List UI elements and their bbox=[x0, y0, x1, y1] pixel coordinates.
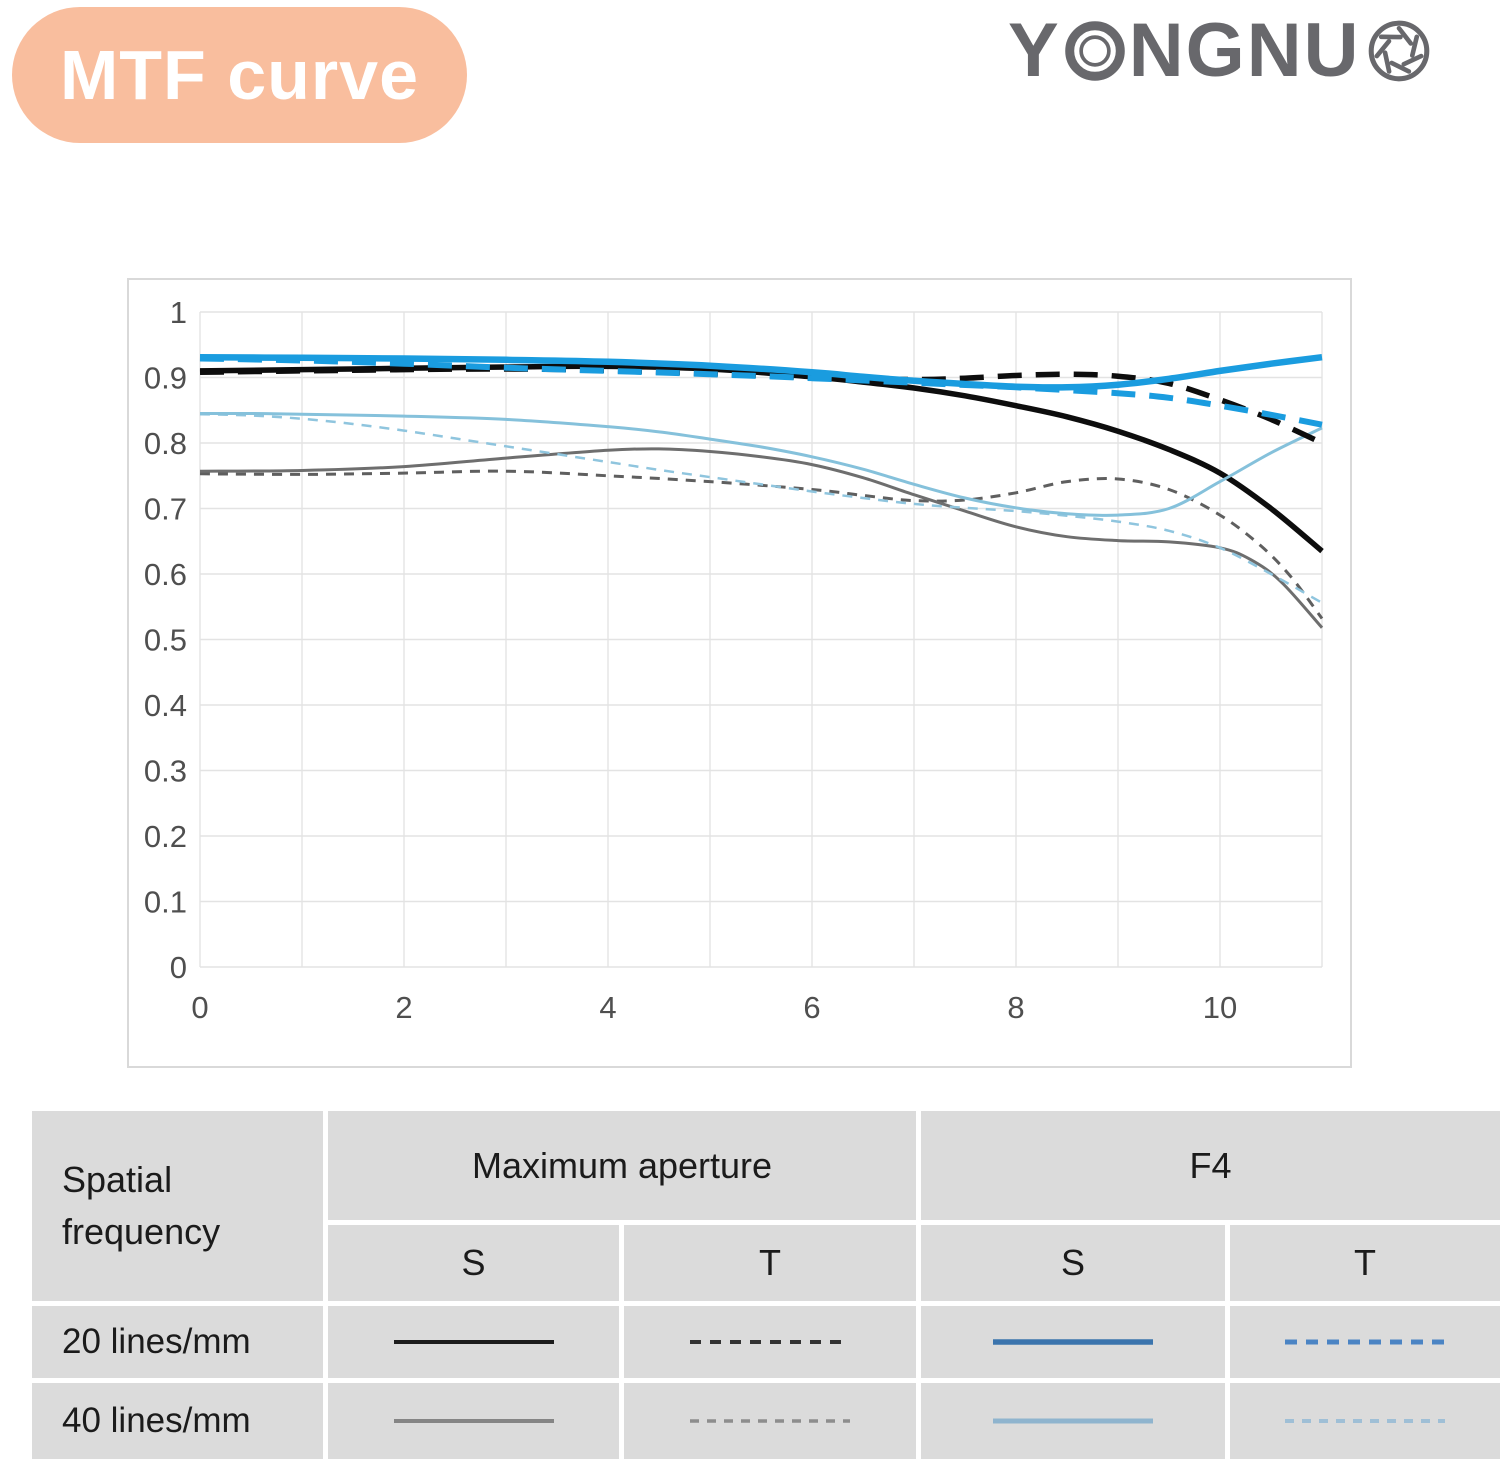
x-tick-label: 4 bbox=[599, 990, 616, 1025]
mtf-curve-badge: MTF curve bbox=[12, 7, 467, 143]
legend-row-label-20: 20 lines/mm bbox=[32, 1306, 323, 1378]
mtf-chart: 1 0.9 0.8 0.7 0.6 0.5 0.4 0.3 0.2 0.1 0 0 2 4 6 8 10 bbox=[127, 278, 1352, 1068]
y-tick-label: 0.7 bbox=[144, 492, 187, 527]
legend-subheader-f4-t: T bbox=[1230, 1225, 1500, 1301]
y-tick-label: 0.5 bbox=[144, 623, 187, 658]
series-path-f4_s_40 bbox=[199, 411, 1323, 517]
legend-subheader-max-s: S bbox=[328, 1225, 619, 1301]
legend-swatch-max-t-40 bbox=[624, 1383, 916, 1459]
aperture-icon bbox=[1367, 19, 1431, 83]
x-tick-label: 0 bbox=[191, 990, 208, 1025]
series-path-max_s_40 bbox=[199, 447, 1324, 629]
series-path-f4_t_20 bbox=[199, 355, 1323, 428]
legend-swatch-f4-t-40 bbox=[1230, 1383, 1500, 1459]
legend-table: Spatial frequency Maximum aperture F4 S … bbox=[32, 1111, 1500, 1459]
legend-swatch-max-s-40 bbox=[328, 1383, 619, 1459]
series-path-max_t_20 bbox=[199, 366, 1324, 446]
logo-text-prefix: Y bbox=[1008, 8, 1061, 93]
legend-swatch-f4-s-40 bbox=[921, 1383, 1225, 1459]
legend-group-maximum-aperture: Maximum aperture bbox=[328, 1111, 916, 1220]
y-tick-label: 0 bbox=[170, 950, 187, 985]
lens-ring-icon bbox=[1064, 20, 1126, 82]
y-tick-label: 0.2 bbox=[144, 819, 187, 854]
legend-swatch-max-t-20 bbox=[624, 1306, 916, 1378]
series-path-max_t_40 bbox=[199, 469, 1324, 620]
x-tick-label: 6 bbox=[803, 990, 820, 1025]
legend-group-f4: F4 bbox=[921, 1111, 1500, 1220]
y-tick-label: 0.4 bbox=[144, 688, 187, 723]
y-tick-label: 0.6 bbox=[144, 557, 187, 592]
logo-text-middle: NGNU bbox=[1128, 8, 1361, 93]
y-tick-label: 0.1 bbox=[144, 885, 187, 920]
y-tick-label: 1 bbox=[170, 295, 187, 330]
legend-swatch-f4-s-20 bbox=[921, 1306, 1225, 1378]
y-tick-label: 0.9 bbox=[144, 361, 187, 396]
legend-swatch-max-s-20 bbox=[328, 1306, 619, 1378]
legend-subheader-max-t: T bbox=[624, 1225, 916, 1301]
gridlines bbox=[199, 311, 1323, 968]
series-path-f4_t_40 bbox=[199, 412, 1323, 604]
badge-label: MTF curve bbox=[59, 36, 420, 114]
series-path-f4_s_20 bbox=[199, 353, 1323, 391]
x-tick-label: 8 bbox=[1007, 990, 1024, 1025]
legend-row-label-40: 40 lines/mm bbox=[32, 1383, 323, 1459]
legend-swatch-f4-t-20 bbox=[1230, 1306, 1500, 1378]
yongnuo-logo: Y NGNU bbox=[1008, 12, 1431, 90]
y-tick-label: 0.8 bbox=[144, 426, 187, 461]
x-tick-label: 2 bbox=[395, 990, 412, 1025]
legend-corner-label: Spatial frequency bbox=[32, 1111, 323, 1301]
mtf-chart-canvas: 1 0.9 0.8 0.7 0.6 0.5 0.4 0.3 0.2 0.1 00 2 4 6 8 10 bbox=[144, 295, 1324, 1025]
x-tick-label: 10 bbox=[1203, 990, 1237, 1025]
legend-subheader-f4-s: S bbox=[921, 1225, 1225, 1301]
y-tick-label: 0.3 bbox=[144, 754, 187, 789]
